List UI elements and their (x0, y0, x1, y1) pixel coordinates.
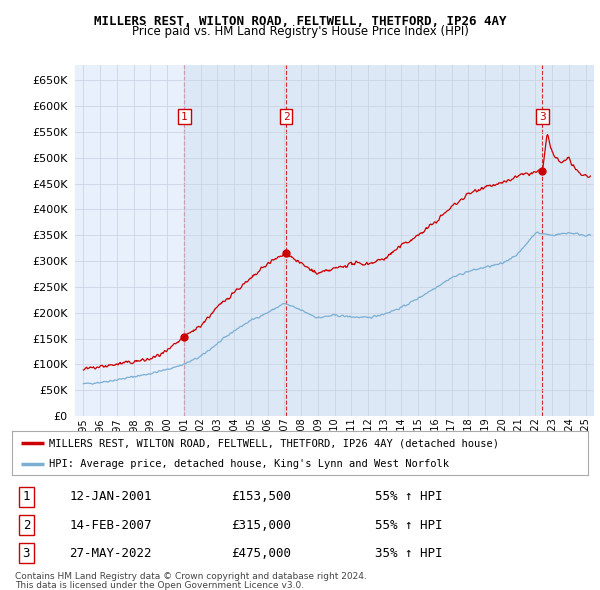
Text: This data is licensed under the Open Government Licence v3.0.: This data is licensed under the Open Gov… (15, 581, 304, 590)
Text: 1: 1 (181, 112, 188, 122)
Text: 1: 1 (23, 490, 30, 503)
Text: 2: 2 (23, 519, 30, 532)
Text: MILLERS REST, WILTON ROAD, FELTWELL, THETFORD, IP26 4AY: MILLERS REST, WILTON ROAD, FELTWELL, THE… (94, 15, 506, 28)
Text: 27-MAY-2022: 27-MAY-2022 (70, 547, 152, 560)
Text: 55% ↑ HPI: 55% ↑ HPI (375, 519, 442, 532)
Text: 12-JAN-2001: 12-JAN-2001 (70, 490, 152, 503)
Text: 14-FEB-2007: 14-FEB-2007 (70, 519, 152, 532)
Text: 2: 2 (283, 112, 290, 122)
Text: Contains HM Land Registry data © Crown copyright and database right 2024.: Contains HM Land Registry data © Crown c… (15, 572, 367, 581)
Text: £315,000: £315,000 (231, 519, 291, 532)
Text: £153,500: £153,500 (231, 490, 291, 503)
Text: £475,000: £475,000 (231, 547, 291, 560)
Text: 3: 3 (539, 112, 546, 122)
Text: 3: 3 (23, 547, 30, 560)
Bar (542, 65, 594, 416)
Text: HPI: Average price, detached house, King's Lynn and West Norfolk: HPI: Average price, detached house, King… (49, 459, 449, 469)
Text: 35% ↑ HPI: 35% ↑ HPI (375, 547, 442, 560)
Text: Price paid vs. HM Land Registry's House Price Index (HPI): Price paid vs. HM Land Registry's House … (131, 25, 469, 38)
Text: MILLERS REST, WILTON ROAD, FELTWELL, THETFORD, IP26 4AY (detached house): MILLERS REST, WILTON ROAD, FELTWELL, THE… (49, 438, 499, 448)
Bar (286, 65, 542, 416)
Bar (184, 65, 286, 416)
Text: 55% ↑ HPI: 55% ↑ HPI (375, 490, 442, 503)
